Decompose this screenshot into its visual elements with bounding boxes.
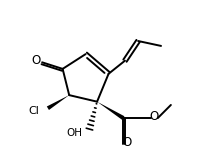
Text: O: O bbox=[32, 54, 41, 67]
Text: O: O bbox=[123, 136, 132, 149]
Text: Cl: Cl bbox=[28, 106, 39, 116]
Text: O: O bbox=[150, 110, 159, 123]
Text: OH: OH bbox=[66, 128, 82, 138]
Polygon shape bbox=[97, 102, 124, 120]
Polygon shape bbox=[47, 95, 69, 110]
